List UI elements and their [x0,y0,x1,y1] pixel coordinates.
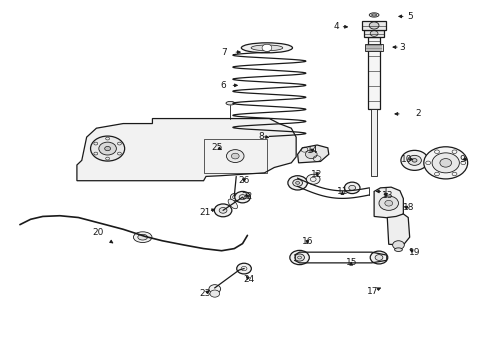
Bar [366,44,383,51]
Text: 25: 25 [211,143,222,152]
Circle shape [432,153,460,173]
Text: 6: 6 [220,81,226,90]
Circle shape [375,255,383,260]
Ellipse shape [242,43,293,53]
Circle shape [294,254,304,261]
Text: 15: 15 [345,258,357,267]
Text: 23: 23 [199,289,211,298]
Ellipse shape [251,45,283,51]
Circle shape [370,251,388,264]
Bar [365,30,384,37]
Circle shape [306,174,320,184]
Text: 22: 22 [242,192,253,201]
Circle shape [290,250,309,265]
Bar [362,21,386,30]
Text: 3: 3 [399,42,405,51]
Text: 4: 4 [334,22,340,31]
Text: 26: 26 [238,176,250,185]
Circle shape [412,158,417,162]
Text: 12: 12 [312,170,323,179]
Text: 8: 8 [258,132,264,141]
Circle shape [392,241,404,249]
Ellipse shape [372,14,376,16]
Polygon shape [387,214,410,245]
Ellipse shape [394,248,402,251]
Text: 14: 14 [307,146,318,155]
Circle shape [349,185,356,190]
Text: 11: 11 [337,187,348,196]
Circle shape [369,22,379,29]
Text: 9: 9 [459,155,465,164]
Circle shape [408,156,421,165]
Circle shape [239,195,246,200]
Ellipse shape [226,102,235,105]
Circle shape [91,136,124,161]
Circle shape [305,150,317,158]
Text: 1: 1 [383,187,389,196]
Text: 16: 16 [302,237,313,246]
Circle shape [401,150,428,170]
Ellipse shape [230,194,238,201]
Circle shape [344,182,360,194]
Ellipse shape [138,234,147,240]
Circle shape [440,158,452,167]
Polygon shape [374,187,403,219]
Circle shape [210,290,220,297]
Circle shape [99,142,116,155]
Ellipse shape [228,199,238,209]
Circle shape [105,147,111,151]
Ellipse shape [133,232,152,243]
Polygon shape [77,118,296,181]
Circle shape [379,196,398,210]
Text: 13: 13 [382,190,393,199]
Text: 2: 2 [415,109,421,118]
Polygon shape [297,145,329,163]
Circle shape [293,179,302,186]
Text: 17: 17 [367,287,378,296]
Bar [371,109,377,176]
Circle shape [288,176,307,190]
Circle shape [219,207,227,213]
Circle shape [424,147,467,179]
Text: 20: 20 [92,228,103,237]
Circle shape [295,181,299,184]
Circle shape [237,263,251,274]
Text: 5: 5 [407,12,413,21]
Circle shape [214,204,232,217]
Ellipse shape [233,195,236,199]
Circle shape [209,285,221,293]
Text: 21: 21 [199,208,211,217]
Text: 19: 19 [409,248,420,257]
Circle shape [370,31,378,36]
Text: 7: 7 [221,48,227,57]
Ellipse shape [369,13,379,17]
Text: 18: 18 [402,203,414,212]
Circle shape [226,150,244,162]
Text: 24: 24 [243,275,254,284]
Circle shape [262,44,272,51]
Bar [368,37,380,109]
Ellipse shape [255,132,284,137]
Circle shape [235,192,250,203]
Circle shape [231,153,239,159]
Text: 10: 10 [401,155,413,164]
Circle shape [385,201,392,206]
Bar [203,139,267,173]
Polygon shape [253,135,286,151]
